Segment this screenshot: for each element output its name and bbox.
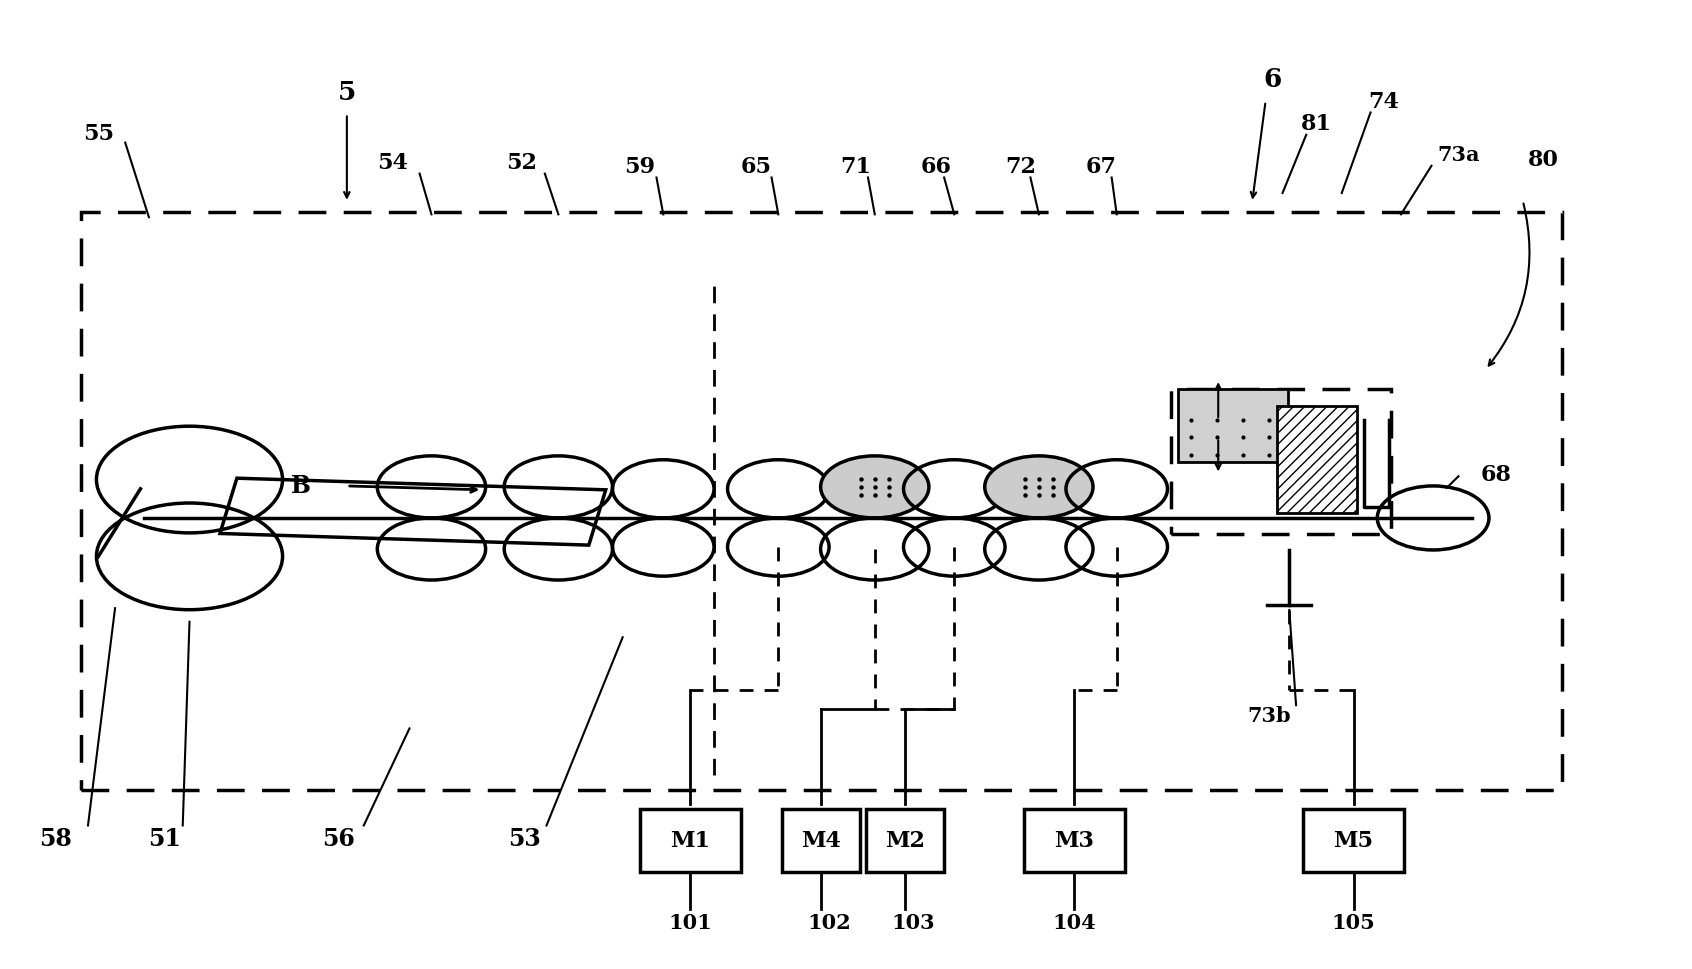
Circle shape [821,456,929,518]
Text: 74: 74 [1369,91,1399,112]
Text: M3: M3 [1054,829,1095,852]
Text: 66: 66 [920,156,951,177]
Text: M2: M2 [885,829,926,852]
Text: 58: 58 [39,827,73,850]
Text: 55: 55 [83,123,113,144]
Text: 54: 54 [377,152,408,173]
Text: 68: 68 [1480,464,1511,485]
Bar [866,809,944,872]
Text: 72: 72 [1005,156,1036,177]
Bar [81,213,1562,790]
Text: 73b: 73b [1247,705,1291,725]
Text: 6: 6 [1264,67,1281,92]
Text: 67: 67 [1086,156,1117,177]
Text: 102: 102 [807,913,851,932]
Text: 52: 52 [506,152,536,173]
Text: 71: 71 [841,156,871,177]
Text: 65: 65 [741,156,772,177]
Bar [1277,407,1357,514]
Text: 59: 59 [624,156,655,177]
Text: M5: M5 [1333,829,1374,852]
Bar [1024,809,1125,872]
Text: M1: M1 [670,829,711,852]
Bar [1303,809,1404,872]
Text: 104: 104 [1052,913,1096,932]
Circle shape [985,456,1093,518]
Text: 80: 80 [1528,149,1558,171]
Bar [640,809,741,872]
Text: 73a: 73a [1437,145,1480,165]
Bar [1178,390,1288,462]
Text: 101: 101 [668,913,712,932]
Text: 56: 56 [321,827,355,850]
Text: M4: M4 [800,829,841,852]
Bar [782,809,860,872]
Text: 103: 103 [892,913,936,932]
Text: 51: 51 [147,827,181,850]
Bar [1171,390,1391,535]
Text: 81: 81 [1301,113,1332,135]
Text: 105: 105 [1332,913,1376,932]
Text: 5: 5 [338,79,355,105]
Text: B: B [291,474,311,497]
Text: 53: 53 [508,827,541,850]
